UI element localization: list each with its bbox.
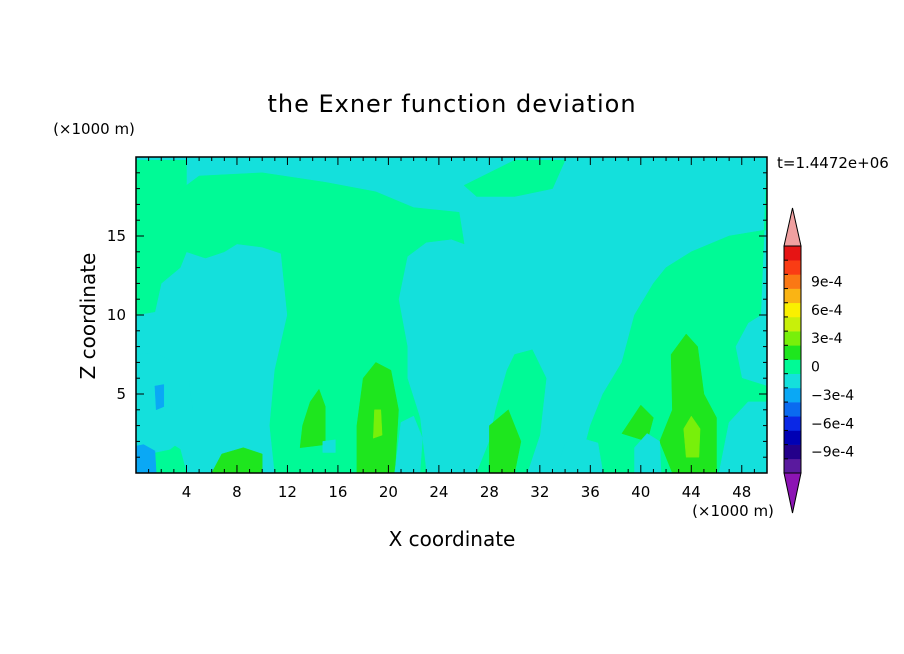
colorbar-label: 6e-4 [811, 303, 843, 319]
colorbar-label: 3e-4 [811, 331, 843, 347]
colorbar-swatch [784, 274, 801, 289]
contour-region [489, 409, 522, 473]
x-tick-label: 20 [379, 483, 398, 501]
colorbar-swatch [784, 416, 801, 431]
contour-region [154, 384, 165, 411]
colorbar-swatch [784, 359, 801, 374]
colorbar-under-arrow [783, 472, 802, 514]
colorbar-swatch [784, 373, 801, 389]
colorbar-swatch [784, 288, 801, 304]
colorbar-swatch [784, 387, 801, 403]
y-tick-label: 10 [107, 306, 126, 324]
contour-region [621, 404, 654, 442]
colorbar-over-arrow [783, 207, 802, 247]
y-axis-label: Z coordinate [76, 253, 100, 380]
x-tick-label: 12 [278, 483, 297, 501]
contour-region [373, 409, 383, 439]
x-tick-label: 32 [530, 483, 549, 501]
contour-region [394, 415, 423, 473]
contour-region [554, 437, 604, 473]
contour-region [634, 433, 662, 473]
colorbar-label: 0 [811, 360, 820, 376]
colorbar-label: −3e-4 [811, 388, 854, 404]
contour-region [683, 415, 701, 458]
contour-region [659, 333, 717, 473]
time-label: t=1.4472e+06 [777, 154, 889, 172]
colorbar-swatch [784, 402, 801, 417]
x-tick-label: 40 [631, 483, 650, 501]
colorbar-swatch [784, 430, 801, 445]
y-tick-label: 5 [116, 385, 126, 403]
y-tick-label: 15 [107, 227, 126, 245]
colorbar-swatch [784, 345, 801, 360]
colorbar-swatch [784, 458, 801, 474]
colorbar-swatch [784, 246, 801, 261]
chart-title: the Exner function deviation [267, 90, 636, 118]
contour-region [211, 447, 263, 473]
x-tick-label: 8 [232, 483, 242, 501]
x-tick-label: 48 [732, 483, 751, 501]
x-tick-label: 4 [182, 483, 192, 501]
contour-region [322, 439, 336, 453]
colorbar-label: 9e-4 [811, 274, 843, 290]
contour-region [136, 444, 157, 473]
colorbar-label: −9e-4 [811, 445, 854, 461]
colorbar-swatch [784, 331, 801, 346]
x-axis-label: X coordinate [389, 527, 516, 551]
colorbar-swatch [784, 260, 801, 275]
colorbar-swatch [784, 444, 801, 460]
x-tick-label: 36 [581, 483, 600, 501]
contour-region [577, 160, 767, 473]
contour-region [718, 401, 767, 473]
x-tick-label: 24 [429, 483, 448, 501]
x-tick-label: 28 [480, 483, 499, 501]
colorbar: 9e-4 6e-4 3e-4 0 −3e-4 −6e-4 −9e-4 [783, 207, 854, 514]
x-tick-label: 16 [328, 483, 347, 501]
y-unit-label: (×1000 m) [53, 120, 135, 138]
colorbar-swatch [784, 316, 801, 332]
x-tick-label: 44 [682, 483, 701, 501]
x-unit-label: (×1000 m) [692, 502, 774, 520]
colorbar-swatch [784, 302, 801, 318]
colorbar-label: −6e-4 [811, 416, 854, 432]
